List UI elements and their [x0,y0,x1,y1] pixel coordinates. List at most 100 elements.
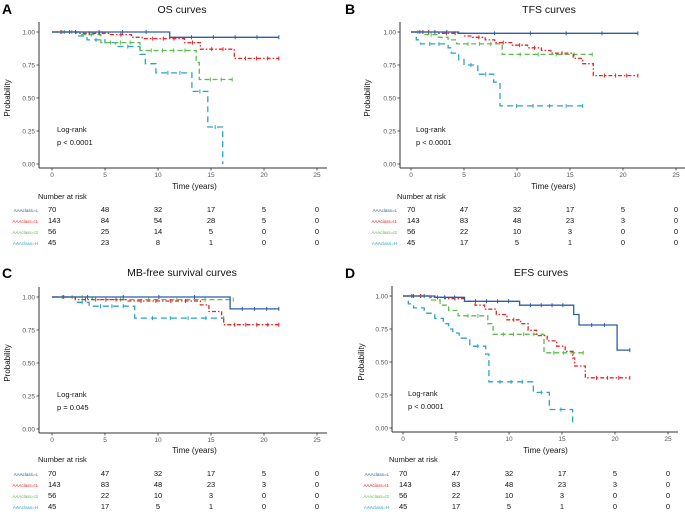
panel-c-risk-heading: Number at risk [38,455,87,464]
panel-d-curve-l [403,295,630,351]
panel-a-logrank-label: Log-rank [57,125,87,134]
panel-b-risk-count: 0 [674,227,678,236]
panel-b-curve-i1 [411,31,638,77]
panel-c-x-tick-label: 25 [313,437,321,444]
panel-a-risk-count: 0 [315,216,319,225]
panel-d-risk-count: 0 [666,491,670,500]
panel-a-x-tick-label: 0 [50,172,54,179]
panel-d-x-tick-label: 20 [611,436,619,443]
panel-b-risk-count: 0 [621,227,625,236]
panel-b-x-tick-label: 20 [619,172,627,179]
panel-c-x-tick-label: 15 [207,437,215,444]
panel-d-risk-count: 48 [505,480,513,489]
panel-a-y-tick-label: 0.25 [22,128,35,135]
panel-d-y-tick-label: 0.75 [375,326,388,333]
panel-a-x-tick-label: 20 [260,172,268,179]
panel-c-curve-l [52,296,279,310]
panel-d-risk-row-label: AAAclass=H [364,505,389,510]
panel-a-risk-count: 5 [262,216,266,225]
panel-b-x-tick-label: 10 [513,172,521,179]
panel-b-y-tick-label: 1.00 [383,29,396,36]
panel-a-risk-count: 28 [207,216,215,225]
panel-c-risk-count: 45 [48,502,56,511]
panel-c-y-tick-label: 0.50 [22,360,35,367]
panel-c-logrank-label: Log-rank [57,390,87,399]
panel-a-risk-count: 45 [48,238,56,247]
panel-a-p-value: p < 0.0001 [57,138,93,147]
panel-b-x-tick-label: 5 [462,172,466,179]
panel-d-x-tick-label: 10 [505,436,513,443]
panel-c-risk-count: 0 [315,491,319,500]
panel-c-risk-count: 23 [207,480,215,489]
panel-a-risk-count: 84 [101,216,109,225]
panel-a-y-tick-label: 0.75 [22,62,35,69]
panel-d-risk-count: 22 [452,491,460,500]
panel-b-risk-count: 70 [407,205,415,214]
panel-b-y-tick-label: 0.50 [383,95,396,102]
panel-c-x-label: Time (years) [172,446,217,455]
panel-c-p-value: p = 0.045 [57,403,89,412]
panel-c-y-tick-label: 0.25 [22,393,35,400]
panel-b-risk-count: 22 [460,227,468,236]
panel-d-risk-count: 10 [505,491,513,500]
panel-c-risk-row-label: AAAclass=L [14,472,39,477]
panel-d-curve-i2 [403,295,584,354]
panel-a-risk-count: 70 [48,205,56,214]
panel-a-risk-count: 54 [154,216,162,225]
panel-b-risk-row-label: AAAclass=L [373,208,398,213]
panel-a-risk-count: 25 [101,227,109,236]
panel-d-x-tick-label: 5 [454,436,458,443]
panel-a-curve-l [52,31,279,38]
panel-d-y-tick-label: 1.00 [375,293,388,300]
panel-c-risk-row-label: AAAclass=H [13,505,38,510]
panel-b-x-label: Time (years) [531,182,576,191]
panel-d-risk-count: 1 [560,502,564,511]
panel-a-risk-count: 5 [262,205,266,214]
panel-b-risk-count: 23 [566,216,574,225]
panel-c-y-tick-label: 0.75 [22,327,35,334]
panel-d-letter: D [345,265,355,281]
panel-d-risk-row-label: AAAclass=I2 [363,494,389,499]
panel-b-risk-count: 45 [407,238,415,247]
panel-a-risk-count: 5 [209,227,213,236]
panel-d-title: EFS curves [514,267,568,279]
panel-c-y-tick-label: 0.00 [22,426,35,433]
panel-c-risk-count: 0 [262,491,266,500]
panel-c-risk-row-label: AAAclass=I1 [12,483,38,488]
panel-b-curve-h [411,31,583,107]
panel-b-risk-count: 1 [568,238,572,247]
panel-d-risk-count: 23 [558,480,566,489]
panel-a-risk-count: 8 [156,238,160,247]
panel-a-y-tick-label: 0.00 [22,161,35,168]
panel-b-risk-count: 47 [460,205,468,214]
panel-d-logrank-label: Log-rank [408,389,438,398]
panel-a-x-tick-label: 5 [103,172,107,179]
panel-a-risk-row-label: AAAclass=L [14,208,39,213]
panel-a-x-label: Time (years) [172,182,217,191]
panel-d-y-tick-label: 0.50 [375,359,388,366]
panel-d-risk-count: 3 [560,491,564,500]
panel-c-risk-count: 32 [154,469,162,478]
panel-d-risk-count: 0 [613,491,617,500]
panel-a-risk-count: 14 [154,227,162,236]
panel-a-risk-count: 0 [315,227,319,236]
panel-b-letter: B [345,1,355,17]
panel-a-risk-count: 48 [101,205,109,214]
panel-c-risk-count: 56 [48,491,56,500]
panel-d-risk-count: 0 [666,469,670,478]
panel-c-risk-count: 47 [101,469,109,478]
panel-d-y-label: Probability [357,343,366,380]
panel-c-risk-count: 17 [207,469,215,478]
panel-c-x-tick-label: 10 [154,437,162,444]
panel-b-y-tick-label: 0.00 [383,161,396,168]
panel-a-y-label: Probability [3,79,12,116]
panel-d-p-value: p < 0.0001 [408,402,444,411]
panel-c-risk-count: 5 [156,502,160,511]
panel-a-risk-row-label: AAAclass=H [13,241,38,246]
panel-c-risk-count: 0 [315,469,319,478]
panel-c-y-tick-label: 1.00 [22,294,35,301]
panel-b-x-tick-label: 15 [566,172,574,179]
panel-b-risk-count: 5 [515,238,519,247]
panel-d-risk-count: 32 [505,469,513,478]
